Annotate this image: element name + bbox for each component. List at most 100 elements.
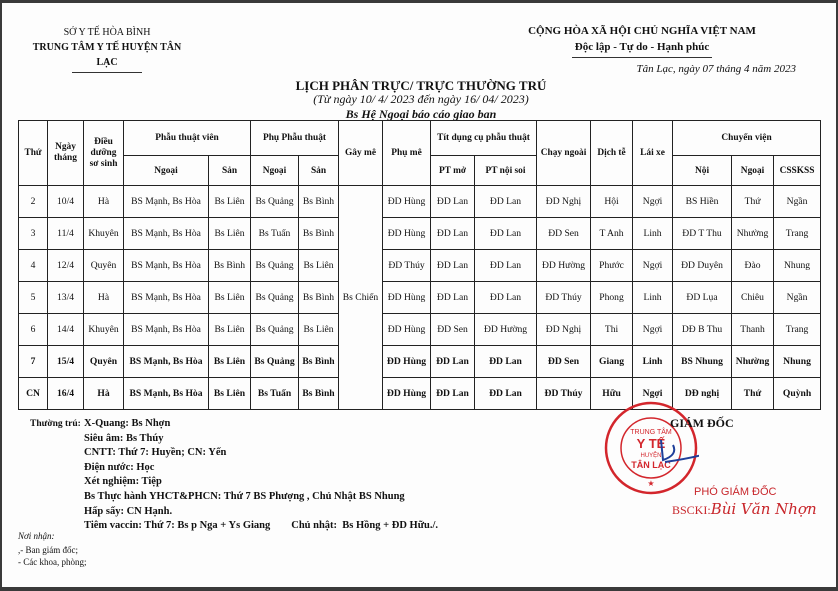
cell-pt-noi-soi: ĐD Lan bbox=[474, 345, 538, 378]
cell-pt-noi-soi: ĐD Lan bbox=[474, 281, 538, 314]
cell-ptv-ngoai: BS Mạnh, Bs Hòa bbox=[123, 313, 209, 346]
cell-dieu-duong: Khuyên bbox=[83, 313, 124, 346]
cell-cv-ngoai: Nhường bbox=[731, 217, 775, 250]
recipient-item: - Các khoa, phòng; bbox=[18, 557, 87, 567]
agency-header: SỞ Y TẾ HÒA BÌNH TRUNG TÂM Y TẾ HUYỆN TÂ… bbox=[22, 25, 192, 73]
col-lai-xe: Lái xe bbox=[632, 120, 674, 186]
cell-cv-csskss: Trang bbox=[773, 217, 822, 250]
cell-chay-ngoai: ĐD Nghị bbox=[536, 185, 592, 218]
agency-parent: SỞ Y TẾ HÒA BÌNH bbox=[63, 27, 151, 38]
national-motto: Độc lập - Tự do - Hạnh phúc bbox=[574, 41, 710, 53]
cell-phu-me: ĐD Hùng bbox=[382, 313, 432, 346]
cell-pt-mo: ĐD Lan bbox=[430, 217, 476, 250]
notes-label: Thường trú: bbox=[30, 419, 81, 429]
col-gay-me: Gây mê bbox=[338, 120, 384, 186]
note-line: Bs Thực hành YHCT&PHCN: Thứ 7 BS Phượng … bbox=[84, 490, 405, 502]
cell-cv-noi: ĐD Lụa bbox=[672, 281, 733, 314]
cell-phu-me: ĐD Hùng bbox=[382, 377, 432, 410]
cell-cv-noi: BS Hiền bbox=[672, 185, 733, 218]
stamp-text: TRUNG TÂM bbox=[630, 427, 672, 436]
cell-pt-noi-soi: ĐD Lan bbox=[474, 217, 538, 250]
col-pt-noi-soi: PT nội soi bbox=[474, 155, 538, 186]
date-range: (Từ ngày 10/ 4/ 2023 đến ngày 16/ 04/ 20… bbox=[313, 92, 529, 106]
cell-ptv-san: Bs Liên bbox=[208, 377, 251, 410]
cell-phu-san: Bs Liên bbox=[297, 313, 340, 346]
col-tit: Tít dụng cụ phẫu thuật bbox=[430, 120, 538, 156]
cell-cv-noi: DĐ B Thu bbox=[672, 313, 733, 346]
cell-phu-me: ĐD Hùng bbox=[382, 281, 432, 314]
col-cv-csskss: CSSKSS bbox=[773, 155, 822, 186]
stamp-text: HUYỆN bbox=[640, 451, 661, 459]
col-ptv-san: Sản bbox=[208, 155, 251, 186]
cell-ngay: 10/4 bbox=[47, 185, 84, 218]
divider bbox=[572, 57, 712, 58]
cell-dich-te: Giang bbox=[590, 345, 634, 378]
table-row: 5 13/4 Hà BS Mạnh, Bs Hòa Bs Liên Bs Quảng Bs … bbox=[18, 281, 822, 314]
cell-gay-me: Bs Chiến bbox=[338, 185, 384, 410]
cell-dieu-duong: Hà bbox=[83, 377, 124, 410]
cell-dieu-duong: Hà bbox=[83, 281, 124, 314]
cell-cv-csskss: Ngần bbox=[773, 185, 822, 218]
cell-pt-noi-soi: ĐD Lan bbox=[474, 185, 538, 218]
cell-thu: CN bbox=[18, 377, 48, 410]
cell-phu-ngoai: Bs Quảng bbox=[250, 313, 299, 346]
cell-cv-ngoai: Chiêu bbox=[731, 281, 775, 314]
cell-pt-noi-soi: ĐD Lan bbox=[474, 249, 538, 282]
cell-dich-te: Hữu bbox=[590, 377, 634, 410]
signer: BSCKI:Bùi Văn Nhợn bbox=[672, 500, 817, 518]
cell-thu: 2 bbox=[18, 185, 48, 218]
col-pt-mo: PT mở bbox=[430, 155, 476, 186]
cell-phu-ngoai: Bs Quảng bbox=[250, 185, 299, 218]
agency-name: TRUNG TÂM Y TẾ HUYỆN TÂN LẠC bbox=[32, 42, 182, 68]
cell-thu: 3 bbox=[18, 217, 48, 250]
cell-lai-xe: Ngợi bbox=[632, 313, 674, 346]
cell-ptv-san: Bs Liên bbox=[208, 281, 251, 314]
svg-text:★: ★ bbox=[647, 479, 654, 488]
note-line: Điện nước: Học bbox=[84, 461, 155, 473]
divider bbox=[72, 72, 142, 73]
note-line: Xét nghiệm: Tiệp bbox=[84, 476, 162, 488]
cell-ngay: 12/4 bbox=[47, 249, 84, 282]
cell-thu: 7 bbox=[18, 345, 48, 378]
cell-phu-ngoai: Bs Tuấn bbox=[250, 377, 299, 410]
cell-phu-ngoai: Bs Tuấn bbox=[250, 217, 299, 250]
stamp-text: TÂN LẠC bbox=[631, 459, 671, 470]
cell-ptv-san: Bs Liên bbox=[208, 313, 251, 346]
note-line: Hấp sấy: CN Hạnh. bbox=[84, 505, 173, 517]
national-title: CỘNG HÒA XÃ HỘI CHỦ NGHĨA VIỆT NAM bbox=[528, 25, 756, 37]
cell-ptv-ngoai: BS Mạnh, Bs Hòa bbox=[123, 281, 209, 314]
cell-chay-ngoai: ĐD Sen bbox=[536, 217, 592, 250]
cell-lai-xe: Linh bbox=[632, 345, 674, 378]
cell-phu-san: Bs Liên bbox=[297, 249, 340, 282]
cell-ngay: 16/4 bbox=[47, 377, 84, 410]
cell-cv-csskss: Ngần bbox=[773, 281, 822, 314]
col-dieu-duong: Điều dưỡng sơ sinh bbox=[83, 120, 124, 186]
cell-ptv-ngoai: BS Mạnh, Bs Hòa bbox=[123, 345, 209, 378]
signature-stroke bbox=[660, 439, 699, 463]
recipient-item: ,- Ban giám đốc; bbox=[18, 545, 78, 555]
cell-phu-ngoai: Bs Quảng bbox=[250, 345, 299, 378]
col-dich-te: Dịch tễ bbox=[590, 120, 634, 186]
cell-pt-mo: ĐD Lan bbox=[430, 185, 476, 218]
stamp-text: Y TẾ bbox=[637, 436, 666, 451]
cell-chay-ngoai: ĐD Thúy bbox=[536, 377, 592, 410]
cell-cv-ngoai: Thanh bbox=[731, 313, 775, 346]
report-note: Bs Hệ Ngoại báo cáo giao ban bbox=[345, 107, 497, 121]
cell-chay-ngoai: ĐD Nghị bbox=[536, 313, 592, 346]
cell-ptv-ngoai: BS Mạnh, Bs Hòa bbox=[123, 185, 209, 218]
official-stamp: TRUNG TÂM Y TẾ HUYỆN TÂN LẠC ★ bbox=[604, 401, 699, 495]
cell-phu-san: Bs Bình bbox=[297, 345, 340, 378]
cell-phu-me: ĐD Thúy bbox=[382, 249, 432, 282]
cell-dieu-duong: Hà bbox=[83, 185, 124, 218]
cell-ptv-ngoai: BS Mạnh, Bs Hòa bbox=[123, 377, 209, 410]
col-chuyen-vien: Chuyển viện bbox=[672, 120, 822, 156]
signer-prefix: BSCKI: bbox=[672, 503, 711, 517]
cell-phu-me: ĐD Hùng bbox=[382, 185, 432, 218]
cell-cv-csskss: Quỳnh bbox=[773, 377, 822, 410]
cell-ngay: 15/4 bbox=[47, 345, 84, 378]
col-chay-ngoai: Chạy ngoài bbox=[536, 120, 592, 186]
cell-lai-xe: Linh bbox=[632, 281, 674, 314]
col-phu-me: Phụ mê bbox=[382, 120, 432, 186]
cell-phu-me: ĐD Hùng bbox=[382, 217, 432, 250]
cell-dieu-duong: Quyên bbox=[83, 249, 124, 282]
